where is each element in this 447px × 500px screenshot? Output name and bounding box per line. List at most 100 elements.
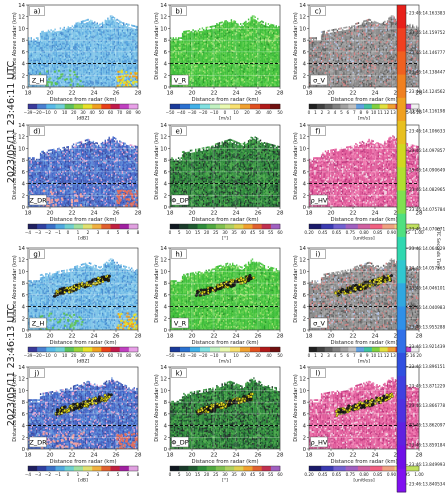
colorbar-tick-label: 90 — [135, 110, 141, 115]
x-tick-label: 20 — [47, 211, 54, 217]
variable-label-g: Z_H — [32, 320, 45, 328]
time-colorbar-label: UTC Seconds Time — [435, 228, 441, 270]
x-tick-label: 24 — [91, 334, 98, 340]
y-tick-label: 14 — [160, 365, 167, 371]
colorbar-tick-label: 3 — [97, 472, 100, 477]
colorbar-tick-label: 40 — [90, 353, 96, 358]
x-tick-label: 24 — [233, 334, 240, 340]
colorbar-tick-label: −3 — [35, 230, 42, 235]
x-tick-label: 28 — [277, 453, 284, 459]
y-tick-label: 0 — [164, 447, 168, 453]
y-tick-label: 6 — [303, 293, 307, 299]
y-tick-label: 12 — [299, 15, 306, 21]
colorbar-tick-label: 0 — [224, 110, 227, 115]
y-tick-label: 12 — [160, 258, 167, 264]
x-axis-label: Distance from radar (km) — [49, 340, 116, 346]
y-tick-label: 8 — [22, 158, 26, 164]
x-tick-label: 20 — [328, 453, 335, 459]
y-tick-label: 10 — [160, 26, 167, 32]
colorbar-tick-label: 2 — [87, 472, 90, 477]
colorbar-tick-label: 50 — [259, 472, 265, 477]
colorbar-tick-label: 4 — [107, 230, 110, 235]
x-tick-label: 18 — [306, 211, 313, 217]
time-tick-label: 23:46:14.090649 — [409, 168, 445, 173]
colorbar-tick-label: 13 — [390, 110, 396, 115]
y-tick-label: 10 — [299, 269, 306, 275]
y-tick-label: 6 — [22, 50, 26, 56]
colorbar-tick-label: 50 — [277, 110, 283, 115]
x-tick-label: 26 — [113, 334, 120, 340]
y-tick-label: 10 — [299, 388, 306, 394]
y-tick-label: 2 — [303, 435, 306, 441]
time-tick-label: 23:46:13.871229 — [409, 383, 445, 388]
y-tick-label: 0 — [164, 85, 168, 91]
colorbar-tick-label: −40 — [177, 110, 186, 115]
colorbar-tick-label: 0 — [67, 472, 70, 477]
colorbar-tick-label: 7 — [353, 353, 356, 358]
colorbar-tick-label: 0.65 — [332, 230, 342, 235]
time-tick-label: 23:46:14.070071 — [409, 226, 445, 231]
y-tick-label: 8 — [303, 158, 307, 164]
x-tick-label: 28 — [416, 453, 423, 459]
colorbar-tick-label: −10 — [210, 110, 219, 115]
y-tick-label: 12 — [299, 135, 306, 141]
x-tick-label: 18 — [306, 453, 313, 459]
y-tick-label: 4 — [164, 62, 168, 68]
colorbar-g — [27, 346, 139, 353]
y-tick-label: 14 — [160, 3, 167, 9]
y-axis-label: Distance Above radar (km) — [154, 374, 160, 441]
colorbar-tick-label: 15 — [195, 472, 201, 477]
y-tick-label: 6 — [303, 170, 307, 176]
time-tick-label: 23:46:14.146777 — [409, 50, 445, 55]
y-tick-label: 12 — [299, 377, 306, 383]
y-tick-label: 8 — [164, 158, 168, 164]
x-tick-label: 28 — [416, 211, 423, 217]
x-tick-label: 24 — [91, 211, 98, 217]
x-tick-label: 18 — [25, 334, 32, 340]
colorbar-tick-label: 12 — [384, 110, 390, 115]
y-tick-label: 2 — [164, 435, 167, 441]
panel-label-j: j) — [34, 370, 40, 378]
x-tick-label: 22 — [211, 211, 218, 217]
y-tick-label: 6 — [22, 293, 26, 299]
y-tick-label: 10 — [299, 26, 306, 32]
colorbar-tick-label: −1 — [55, 230, 62, 235]
y-tick-label: 4 — [22, 424, 26, 430]
colorbar-d — [27, 223, 139, 230]
x-tick-label: 26 — [255, 334, 262, 340]
x-tick-label: 18 — [25, 91, 32, 97]
y-axis-label: Distance Above radar (km) — [154, 132, 160, 199]
colorbar-tick-label: 10 — [186, 472, 192, 477]
x-axis-label: Distance from radar (km) — [330, 340, 397, 346]
y-tick-label: 6 — [164, 50, 168, 56]
colorbar-tick-label: 40 — [241, 230, 247, 235]
y-tick-label: 8 — [164, 281, 168, 287]
y-tick-label: 10 — [160, 388, 167, 394]
y-tick-label: 0 — [22, 85, 26, 91]
y-tick-label: 14 — [18, 365, 25, 371]
colorbar-tick-label: 4 — [334, 110, 337, 115]
colorbar-tick-label: 1 — [314, 110, 317, 115]
variable-label-h: V_R — [174, 320, 187, 328]
colorbar-tick-label: 10 — [371, 353, 377, 358]
colorbar-tick-label: 60 — [108, 110, 114, 115]
colorbar-tick-label: 1 — [77, 230, 80, 235]
colorbar-tick-label: 6 — [127, 230, 130, 235]
y-tick-label: 4 — [22, 305, 26, 311]
y-tick-label: 8 — [164, 38, 168, 44]
colorbar-tick-label: −20 — [199, 110, 208, 115]
y-tick-label: 8 — [164, 400, 168, 406]
x-tick-label: 24 — [91, 91, 98, 97]
colorbar-tick-label: −30 — [188, 353, 197, 358]
colorbar-tick-label: 20 — [416, 110, 422, 115]
colorbar-b — [169, 103, 281, 110]
y-tick-label: 2 — [164, 316, 167, 322]
colorbar-tick-label: 90 — [135, 353, 141, 358]
x-tick-label: 20 — [189, 453, 196, 459]
colorbar-unit: [unitless] — [353, 236, 375, 242]
y-tick-label: 0 — [303, 85, 307, 91]
colorbar-unit: [m/s] — [219, 359, 231, 365]
colorbar-unit: [m/s] — [358, 359, 370, 365]
